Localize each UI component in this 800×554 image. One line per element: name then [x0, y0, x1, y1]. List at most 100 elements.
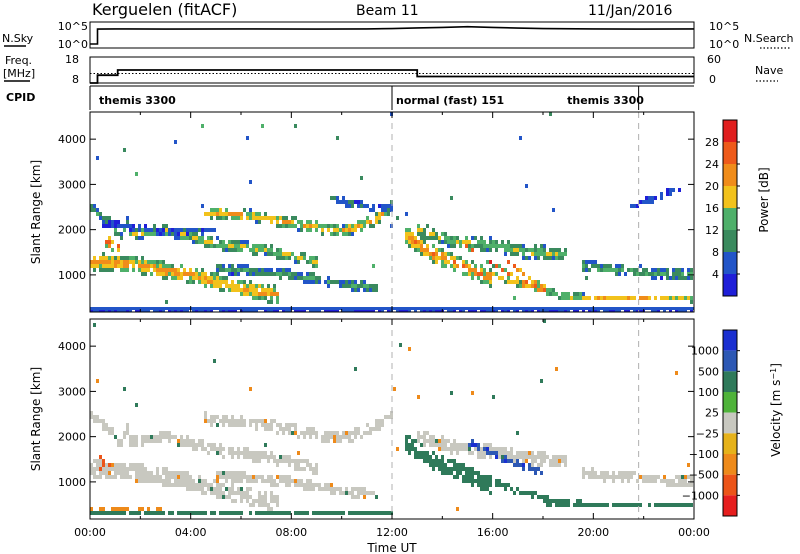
velocity-cell — [285, 427, 288, 431]
power-cell — [336, 232, 339, 236]
power-cell — [360, 280, 363, 284]
velocity-cell — [612, 471, 615, 475]
velocity-cell — [279, 459, 282, 463]
power-cell — [189, 228, 192, 232]
velocity-cell — [564, 455, 567, 459]
power-cell — [312, 260, 315, 264]
power-cell — [255, 268, 258, 272]
velocity-cell — [297, 459, 300, 463]
power-cell — [678, 268, 681, 272]
power-cell — [645, 196, 648, 200]
velocity-cell — [669, 483, 672, 487]
velocity-cell — [660, 503, 663, 507]
velocity-cell — [495, 483, 498, 487]
power-cell — [240, 244, 243, 248]
power-cell — [537, 252, 540, 256]
velocity-cell — [285, 483, 288, 487]
power-cell — [270, 288, 273, 292]
power-cell — [132, 228, 135, 232]
velocity-cell — [471, 467, 474, 471]
velocity-cell — [333, 431, 336, 435]
power-cell — [288, 252, 291, 256]
velocity-cell — [174, 475, 177, 479]
velocity-cell — [294, 467, 297, 471]
velocity-cell — [240, 419, 243, 423]
power-cell — [432, 228, 435, 232]
power-cell — [372, 224, 375, 228]
power-cell — [117, 248, 120, 252]
velocity-cell — [543, 451, 546, 455]
velocity-cell — [546, 499, 549, 503]
power-cell — [456, 236, 459, 240]
velocity-cell — [363, 511, 366, 515]
power-cell — [246, 240, 249, 244]
power-cell — [327, 280, 330, 284]
power-cell — [258, 296, 261, 300]
power-cell — [276, 300, 279, 304]
power-cell — [261, 268, 264, 272]
power-cell — [534, 248, 537, 252]
power-cell — [264, 268, 267, 272]
power-cell — [249, 180, 252, 184]
power-cell — [690, 272, 693, 276]
power-cell — [576, 292, 579, 296]
power-cell — [489, 244, 492, 248]
power-cell — [669, 276, 672, 280]
velocity-cell — [669, 479, 672, 483]
power-cell — [504, 268, 507, 272]
velocity-cell — [432, 439, 435, 443]
velocity-cell — [495, 455, 498, 459]
velocity-cell — [102, 471, 105, 475]
velocity-cell — [447, 467, 450, 471]
velocity-cell — [129, 475, 132, 479]
power-cell — [270, 248, 273, 252]
power-cell — [267, 216, 270, 220]
power-cell — [489, 260, 492, 264]
power-cell — [519, 268, 522, 272]
velocity-cell — [297, 483, 300, 487]
power-cell — [246, 216, 249, 220]
power-cell — [447, 260, 450, 264]
velocity-cell — [447, 439, 450, 443]
power-cell — [666, 276, 669, 280]
power-colorbar-tick-label: 20 — [705, 180, 719, 193]
power-cell — [96, 212, 99, 216]
power-cell — [636, 268, 639, 272]
velocity-cell — [258, 495, 261, 499]
velocity-cell — [522, 459, 525, 463]
power-cell — [96, 208, 99, 212]
velocity-cell — [537, 463, 540, 467]
power-cell — [198, 236, 201, 240]
velocity-cell — [405, 439, 408, 443]
power-cell — [483, 280, 486, 284]
power-cell — [300, 220, 303, 224]
velocity-cell — [198, 439, 201, 443]
power-cell — [186, 228, 189, 232]
power-cell — [627, 268, 630, 272]
power-cell — [669, 188, 672, 192]
power-cell — [174, 228, 177, 232]
velocity-cell — [495, 447, 498, 451]
velocity-colorbar-tick-label: −500 — [689, 469, 719, 482]
power-cell — [264, 272, 267, 276]
power-cell — [468, 268, 471, 272]
velocity-cell — [210, 447, 213, 451]
velocity-cell — [201, 511, 204, 515]
velocity-cell — [270, 423, 273, 427]
power-cell — [204, 280, 207, 284]
velocity-cell — [162, 471, 165, 475]
velocity-cell — [300, 479, 303, 483]
velocity-xtick-label: 12:00 — [376, 526, 408, 539]
power-cell — [588, 296, 591, 300]
velocity-cell — [255, 419, 258, 423]
velocity-cell — [159, 511, 162, 515]
velocity-cell — [636, 479, 639, 483]
power-cell — [111, 248, 114, 252]
velocity-cell — [597, 475, 600, 479]
power-cell — [306, 260, 309, 264]
velocity-cell — [435, 439, 438, 443]
velocity-cell — [384, 415, 387, 419]
velocity-cell — [453, 475, 456, 479]
velocity-cell — [243, 423, 246, 427]
velocity-cell — [306, 463, 309, 467]
